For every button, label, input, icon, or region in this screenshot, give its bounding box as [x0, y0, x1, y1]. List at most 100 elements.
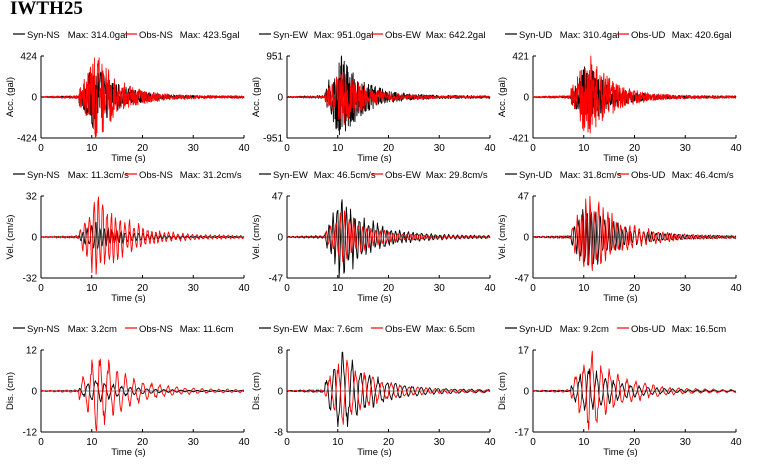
y-tick-label: 0 — [523, 93, 529, 104]
y-tick-label: -12 — [23, 428, 38, 439]
x-tick-label: 40 — [238, 143, 250, 154]
legend-label-obs: Obs-EW — [385, 324, 421, 335]
x-tick-label: 30 — [434, 143, 446, 154]
x-tick-label: 0 — [530, 437, 536, 448]
y-tick-label: -17 — [515, 428, 530, 439]
x-tick-label: 20 — [383, 143, 395, 154]
legend-max-syn: Max: 951.0gal — [314, 30, 374, 41]
x-tick-label: 40 — [484, 283, 496, 294]
series-line-syn — [286, 351, 491, 428]
y-tick-label: -47 — [269, 274, 284, 285]
y-axis-label: Vel. (cm/s) — [497, 215, 508, 260]
y-axis-label: Acc. (gal) — [5, 77, 16, 117]
x-axis-label: Time (s) — [603, 153, 637, 164]
x-tick-label: 0 — [38, 283, 44, 294]
legend-label-obs: Obs-EW — [385, 30, 421, 41]
x-tick-label: 40 — [238, 283, 250, 294]
legend-label-obs: Obs-EW — [385, 170, 421, 181]
legend-max-obs: Max: 423.5gal — [180, 30, 240, 41]
legend-max-syn: Max: 314.0gal — [68, 30, 128, 41]
y-tick-label: -32 — [23, 274, 38, 285]
y-tick-label: -424 — [17, 134, 37, 145]
x-tick-label: 40 — [238, 437, 250, 448]
legend-max-syn: Max: 310.4gal — [560, 30, 620, 41]
y-tick-label: 951 — [266, 52, 283, 63]
x-tick-label: 30 — [680, 143, 692, 154]
x-tick-label: 40 — [730, 143, 742, 154]
x-tick-label: 20 — [383, 283, 395, 294]
y-axis-label: Vel. (cm/s) — [251, 215, 262, 260]
y-tick-label: 0 — [31, 233, 37, 244]
panel-vel-ns: Syn-NS Max: 11.3cm/s Obs-NS Max: 31.2cm/s 0 1… — [5, 170, 250, 304]
x-tick-label: 0 — [284, 283, 290, 294]
legend-label-syn: Syn-NS — [27, 170, 60, 181]
x-tick-label: 40 — [730, 437, 742, 448]
legend-max-obs: Max: 6.5cm — [426, 324, 475, 335]
x-tick-label: 20 — [137, 437, 149, 448]
legend-max-syn: Max: 31.8cm/s — [560, 170, 622, 181]
legend-label-syn: Syn-UD — [519, 170, 552, 181]
y-tick-label: 0 — [31, 387, 37, 398]
series-line-obs — [287, 210, 491, 263]
y-axis-label: Dis. (cm) — [497, 372, 508, 410]
x-tick-label: 20 — [383, 437, 395, 448]
y-tick-label: -951 — [263, 134, 283, 145]
y-tick-label: 0 — [523, 233, 529, 244]
legend-label-obs: Obs-NS — [139, 170, 173, 181]
legend-label-syn: Syn-EW — [273, 170, 308, 181]
y-tick-label: 0 — [31, 93, 37, 104]
series-line-obs — [40, 57, 245, 139]
legend-max-obs: Max: 420.6gal — [672, 30, 732, 41]
x-tick-label: 10 — [86, 437, 98, 448]
y-tick-label: 0 — [277, 387, 283, 398]
y-tick-label: 8 — [277, 346, 283, 357]
legend-label-obs: Obs-NS — [139, 30, 173, 41]
x-tick-label: 10 — [578, 437, 590, 448]
x-tick-label: 30 — [680, 283, 692, 294]
series-line-obs — [286, 359, 491, 425]
panel-vel-ud: Syn-UD Max: 31.8cm/s Obs-UD Max: 46.4cm/s 0 1… — [497, 170, 742, 304]
x-axis-label: Time (s) — [111, 447, 145, 458]
x-tick-label: 40 — [484, 437, 496, 448]
legend-max-obs: Max: 46.4cm/s — [672, 170, 734, 181]
legend-label-syn: Syn-NS — [27, 324, 60, 335]
x-tick-label: 20 — [137, 283, 149, 294]
x-tick-label: 10 — [332, 143, 344, 154]
y-axis-label: Dis. (cm) — [5, 372, 16, 410]
x-tick-label: 10 — [86, 143, 98, 154]
panel-acc-ew: Syn-EW Max: 951.0gal Obs-EW Max: 642.2gal 0 1… — [251, 30, 496, 164]
series-line-obs — [532, 350, 737, 431]
x-tick-label: 30 — [188, 437, 200, 448]
panel-dis-ns: Syn-NS Max: 3.2cm Obs-NS Max: 11.6cm 0 10 20 30… — [5, 324, 250, 458]
legend-max-syn: Max: 3.2cm — [68, 324, 117, 335]
series-line-obs — [40, 358, 244, 432]
y-tick-label: 17 — [518, 346, 530, 357]
legend-max-obs: Max: 16.5cm — [672, 324, 726, 335]
x-axis-label: Time (s) — [603, 293, 637, 304]
x-axis-label: Time (s) — [357, 293, 391, 304]
legend-max-syn: Max: 46.5cm/s — [314, 170, 376, 181]
x-tick-label: 40 — [484, 143, 496, 154]
x-tick-label: 10 — [332, 283, 344, 294]
legend-max-obs: Max: 642.2gal — [426, 30, 486, 41]
legend-max-syn: Max: 7.6cm — [314, 324, 363, 335]
x-tick-label: 20 — [137, 143, 149, 154]
x-tick-label: 10 — [578, 143, 590, 154]
y-tick-label: 47 — [518, 192, 530, 203]
x-tick-label: 20 — [629, 143, 641, 154]
legend-label-syn: Syn-EW — [273, 30, 308, 41]
x-tick-label: 0 — [530, 143, 536, 154]
legend-label-syn: Syn-UD — [519, 324, 552, 335]
y-tick-label: -47 — [515, 274, 530, 285]
y-tick-label: 0 — [277, 93, 283, 104]
legend-max-obs: Max: 11.6cm — [180, 324, 234, 335]
y-tick-label: 0 — [277, 233, 283, 244]
x-tick-label: 0 — [284, 437, 290, 448]
y-tick-label: 424 — [20, 52, 37, 63]
series-line-syn — [286, 199, 491, 279]
x-tick-label: 20 — [629, 437, 641, 448]
panel-acc-ud: Syn-UD Max: 310.4gal Obs-UD Max: 420.6gal 0 1… — [497, 30, 742, 164]
x-tick-label: 20 — [629, 283, 641, 294]
series-line-obs — [532, 55, 737, 134]
